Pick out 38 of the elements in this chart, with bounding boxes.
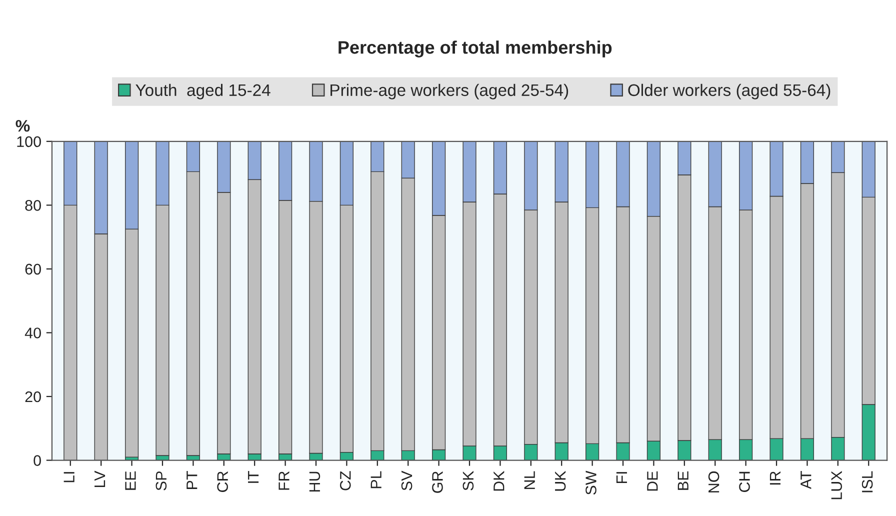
x-tick-label: LI	[64, 472, 74, 482]
x-tick-label: CR	[217, 471, 228, 492]
x-tick-label: SV	[401, 470, 412, 490]
x-tick-label: AT	[800, 471, 812, 490]
x-tick-label: IR	[770, 471, 780, 485]
x-tick-label: FI	[616, 472, 627, 484]
x-tick-label: DK	[494, 470, 504, 491]
y-tick-label: 20	[25, 391, 41, 402]
x-tick-label: HU	[309, 472, 320, 492]
x-tick-label: DE	[647, 471, 658, 491]
x-tick-label: IT	[248, 471, 259, 483]
y-axis-title: %	[16, 120, 30, 132]
x-tick-label: LV	[94, 470, 106, 487]
legend-label: Prime-age workers (aged 25-54)	[330, 84, 568, 100]
x-tick-label: PT	[186, 471, 198, 489]
x-tick-label: NO	[708, 471, 720, 492]
x-tick-label: ISL	[862, 471, 873, 492]
legend-label: Youth aged 15-24	[136, 84, 270, 100]
y-tick-label: 0	[34, 455, 41, 466]
x-tick-label: LUX	[831, 471, 842, 500]
y-tick-label: 40	[24, 328, 41, 338]
x-tick-label: GR	[432, 471, 443, 493]
x-tick-label: CH	[739, 472, 750, 492]
legend-label: Older workers (aged 55-64)	[628, 84, 830, 100]
chart-title: Percentage of total membership	[338, 40, 612, 58]
y-tick-label: 60	[25, 264, 41, 275]
x-tick-label: PL	[370, 471, 382, 488]
x-tick-label: UK	[555, 470, 566, 491]
x-tick-label: CZ	[340, 471, 351, 490]
y-tick-label: 80	[25, 200, 41, 211]
x-tick-label: BE	[678, 471, 688, 490]
x-tick-label: SP	[156, 471, 167, 490]
x-tick-label: NL	[524, 471, 535, 489]
x-tick-label: EE	[125, 471, 136, 490]
x-tick-label: FR	[278, 471, 290, 490]
x-tick-label: SW	[586, 470, 596, 495]
y-tick-label: 100	[17, 136, 41, 148]
x-tick-label: SK	[462, 470, 474, 490]
